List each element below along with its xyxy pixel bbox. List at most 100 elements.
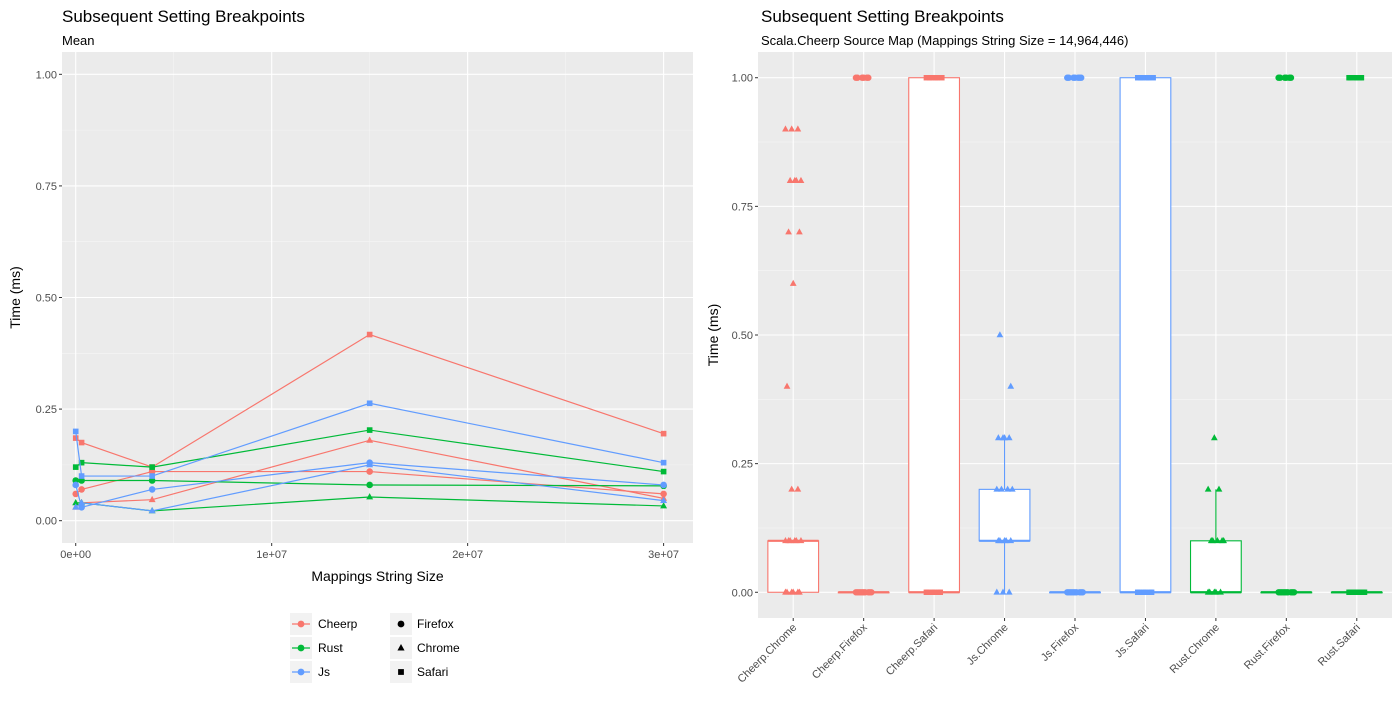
data-point (72, 481, 80, 489)
jitter-point (1287, 74, 1295, 81)
jitter-point (862, 589, 869, 596)
jitter-point (854, 74, 861, 81)
data-point (78, 477, 85, 484)
left-y-tick-label: 0.75 (36, 181, 57, 193)
box-js-chrome (978, 331, 1031, 595)
left-x-tick-label: 0e+00 (60, 549, 91, 561)
jitter-point (1073, 589, 1080, 596)
jitter-point (1150, 75, 1156, 81)
jitter-point (782, 125, 789, 132)
jitter-point (783, 382, 791, 389)
jitter-point (993, 588, 1001, 595)
right-x-tick-label: Rust.Safari (1316, 622, 1363, 669)
box-body (978, 488, 1031, 542)
jitter-point (1007, 537, 1015, 544)
left-chart-title: Subsequent Setting Breakpoints (62, 7, 305, 26)
legend-item-chrome: Chrome (390, 637, 460, 659)
jitter-point (786, 537, 794, 544)
jitter-point (868, 589, 875, 596)
jitter-point (1350, 589, 1357, 595)
data-point (660, 459, 667, 466)
data-point (78, 439, 85, 446)
left-x-tick-label: 1e+07 (256, 549, 287, 561)
box-rust-safari (1330, 75, 1383, 595)
box-js-safari (1119, 75, 1172, 595)
right-x-tick-label: Js.Safari (1113, 622, 1152, 661)
jitter-point (1217, 588, 1224, 595)
jitter-point (1283, 74, 1290, 81)
jitter-point (1005, 588, 1013, 595)
data-point (366, 400, 373, 407)
legend-label: Firefox (417, 617, 454, 631)
left-x-ticks: 0e+00 1e+07 2e+07 3e+07 (60, 543, 679, 561)
jitter-point (1008, 485, 1016, 492)
series-cheerp-firefox (72, 468, 667, 498)
jitter-point (857, 589, 864, 596)
jitter-point (928, 75, 934, 81)
jitter-point (1358, 75, 1365, 81)
data-point (72, 503, 80, 510)
line-chart: Subsequent Setting Breakpoints Mean 0.00… (7, 7, 693, 683)
data-point (78, 498, 86, 506)
data-point (149, 464, 155, 470)
right-y-tick-label: 0.50 (732, 330, 753, 342)
jitter-point (939, 75, 945, 81)
jitter-point (1079, 589, 1086, 596)
jitter-point (998, 485, 1005, 492)
jitter-point (792, 537, 800, 544)
jitter-point (1215, 485, 1223, 492)
data-point (148, 477, 156, 484)
box-body (908, 77, 961, 593)
jitter-point (1001, 434, 1008, 441)
jitter-point (1280, 589, 1287, 596)
jitter-point (1290, 589, 1298, 596)
box-cheerp-firefox (837, 74, 890, 596)
right-x-tick-label: Js.Chrome (965, 622, 1011, 668)
jitter-point (794, 125, 802, 132)
jitter-point (1361, 589, 1368, 595)
jitter-point (934, 75, 940, 81)
box-body (1189, 540, 1242, 593)
data-point (660, 496, 668, 503)
data-point (660, 481, 667, 489)
data-point (660, 502, 668, 509)
jitter-point (1284, 589, 1292, 596)
legend-item-cheerp: Cheerp (290, 613, 358, 635)
right-y-tick-label: 0.25 (732, 459, 753, 471)
data-point (72, 498, 80, 506)
data-point (78, 503, 85, 511)
jitter-point (794, 485, 802, 492)
jitter-point (1077, 74, 1085, 81)
jitter-point (860, 74, 867, 81)
box-cheerp-safari (908, 75, 961, 595)
jitter-point (1276, 74, 1284, 81)
box-cheerp-chrome (767, 125, 820, 595)
legend-key-marker (398, 669, 404, 675)
jitter-point (796, 228, 803, 235)
data-point (660, 468, 667, 475)
legend-label: Safari (417, 665, 448, 679)
right-y-tick-label: 0.00 (732, 587, 753, 599)
jitter-point (1065, 74, 1073, 81)
jitter-point (1136, 589, 1142, 595)
box-js-firefox (1049, 74, 1101, 596)
left-x-axis-label: Mappings String Size (311, 568, 444, 584)
box-body (767, 540, 820, 593)
legend-item-firefox: Firefox (390, 613, 454, 635)
right-chart-subtitle: Scala.Cheerp Source Map (Mappings String… (761, 33, 1128, 48)
legend-label: Cheerp (318, 617, 358, 631)
data-point (366, 493, 374, 500)
box-rust-firefox (1260, 74, 1313, 596)
left-x-tick-label: 2e+07 (452, 549, 483, 561)
legend-key-marker (397, 620, 405, 628)
jitter-point (1145, 75, 1152, 81)
jitter-point (999, 588, 1007, 595)
data-point (148, 495, 156, 503)
series-js-chrome (72, 460, 668, 514)
legend: Cheerp Rust Js Firefox Chrome Safari (290, 613, 460, 683)
legend-key-marker (297, 620, 305, 628)
right-x-tick-label: Cheerp.Firefox (810, 621, 870, 681)
data-point (148, 486, 156, 493)
